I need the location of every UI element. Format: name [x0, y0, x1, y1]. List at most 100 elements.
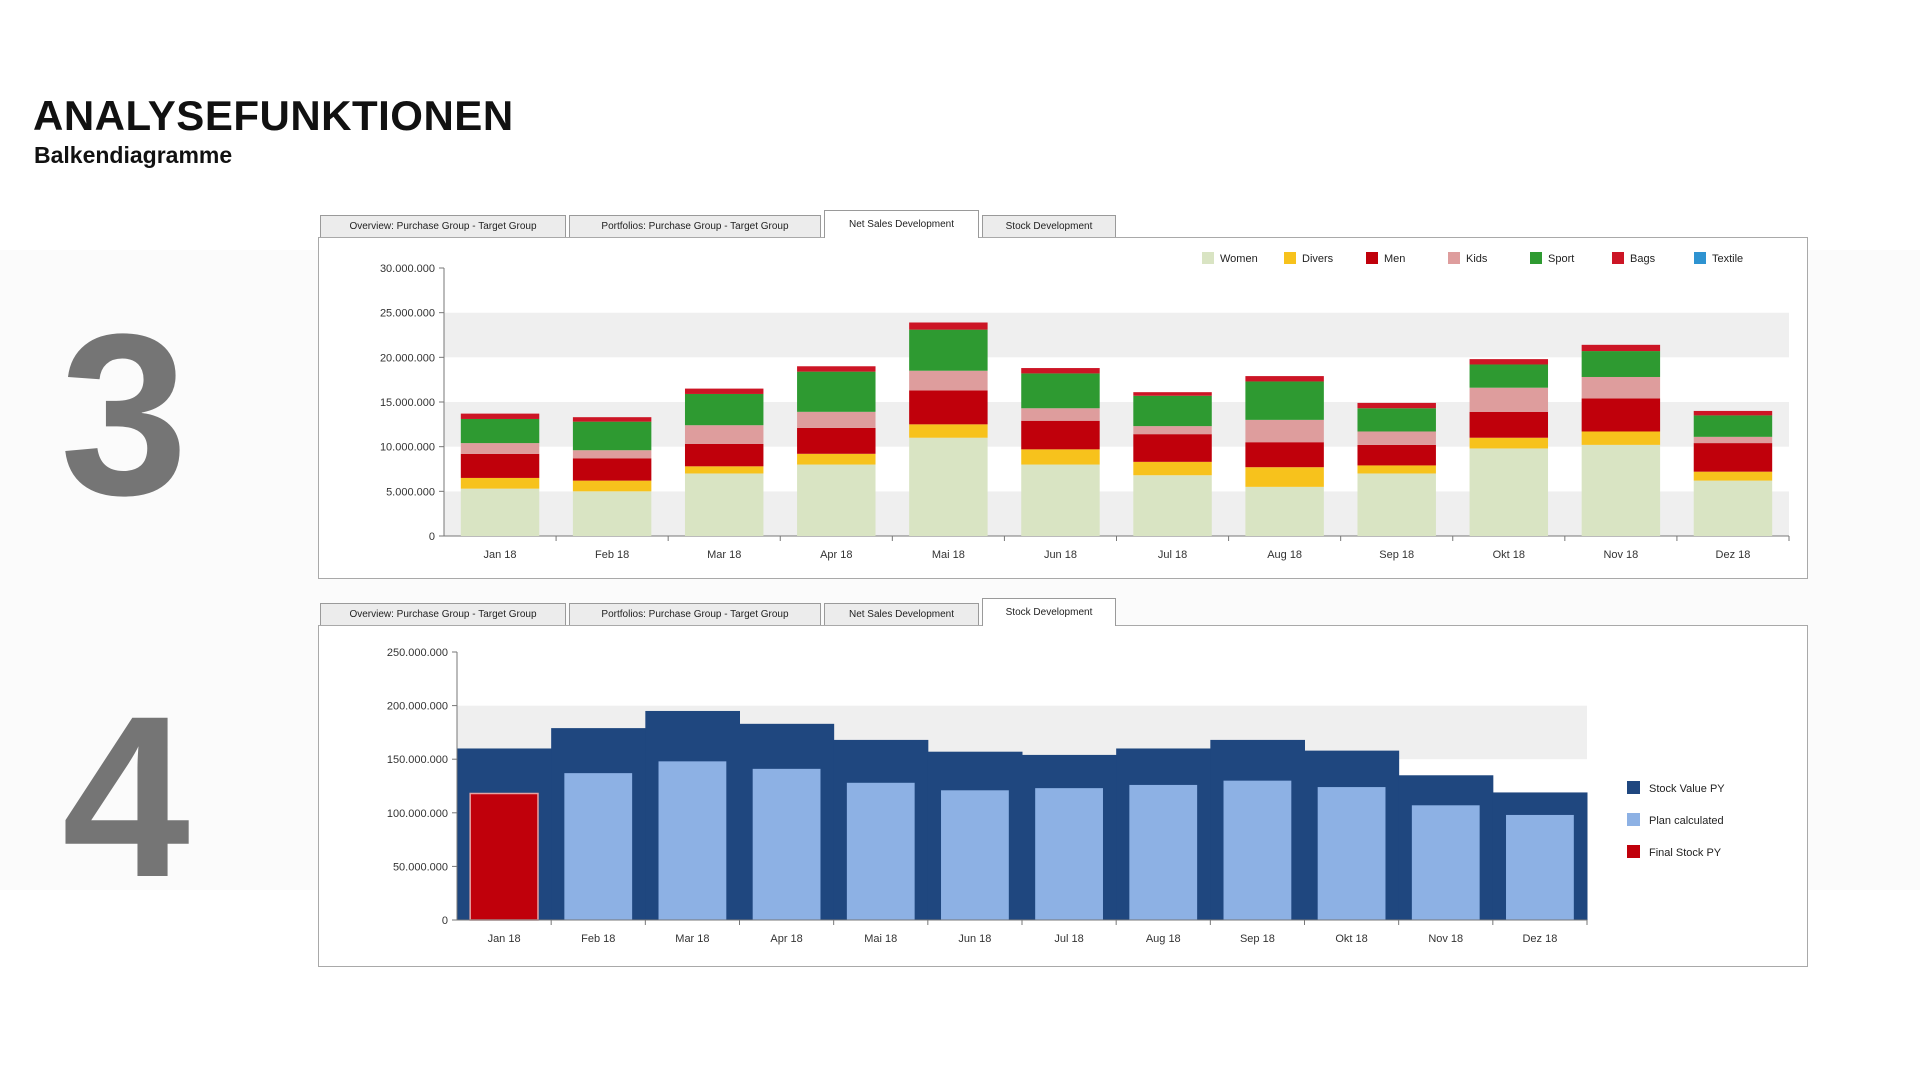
legend-label-sport: Sport [1548, 253, 1574, 265]
net-sales-chart: 0 5.000.000 10.000.000 15.000.000 20.000.000… [380, 252, 1790, 561]
legend-label-men: Men [1384, 253, 1405, 265]
y-tick-label: 250.000.000 [387, 647, 448, 659]
x-tick-label: Aug 18 [1146, 933, 1181, 945]
legend-swatch-sport [1530, 252, 1542, 264]
bar-bags-dez-18 [1693, 410, 1773, 416]
x-tick-label: Jan 18 [488, 933, 521, 945]
bar-bags-jul-18 [1133, 392, 1212, 396]
tab-overview[interactable]: Overview: Purchase Group - Target Group [320, 603, 566, 625]
bar-divers-dez-18 [1693, 471, 1773, 481]
bar-bags-jan-18 [460, 413, 540, 419]
tab-portfolios[interactable]: Portfolios: Purchase Group - Target Grou… [569, 603, 821, 625]
bar-bags-nov-18 [1581, 344, 1661, 352]
y-tick-label: 0 [429, 531, 435, 543]
y-tick-label: 10.000.000 [380, 442, 435, 454]
bar-men-okt-18 [1469, 411, 1549, 438]
bar-women-jan-18 [460, 488, 540, 536]
x-tick-label: Jul 18 [1158, 549, 1187, 561]
grid-band [444, 491, 1789, 536]
bar-plan-calculated-jul-18 [1035, 788, 1103, 920]
bar-divers-nov-18 [1581, 431, 1661, 445]
bar-women-mar-18 [684, 473, 764, 536]
bar-divers-okt-18 [1469, 437, 1549, 449]
tab-net-sales-development[interactable]: Net Sales Development [824, 603, 979, 625]
bar-kids-sep-18 [1357, 431, 1436, 445]
y-tick-label: 5.000.000 [386, 486, 435, 498]
bar-bags-sep-18 [1357, 402, 1436, 409]
bar-sport-aug-18 [1245, 381, 1324, 420]
legend-label-bags: Bags [1630, 253, 1656, 265]
bar-kids-dez-18 [1693, 436, 1773, 444]
bar-kids-okt-18 [1469, 387, 1549, 412]
bar-bags-mai-18 [909, 322, 988, 330]
legend-swatch-bags [1612, 252, 1624, 264]
x-tick-label: Jun 18 [958, 933, 991, 945]
tab-stock-development[interactable]: Stock Development [982, 598, 1116, 626]
x-tick-label: Mar 18 [707, 549, 741, 561]
bar-sport-jun-18 [1021, 373, 1100, 409]
y-tick-label: 15.000.000 [380, 397, 435, 409]
stock-panel: Overview: Purchase Group - Target Group … [318, 595, 1808, 967]
bar-women-apr-18 [797, 464, 876, 536]
bar-women-okt-18 [1469, 448, 1549, 536]
net-sales-panel: Overview: Purchase Group - Target Group … [318, 207, 1808, 579]
tab-bar: Overview: Purchase Group - Target Group … [320, 595, 1119, 626]
tab-net-sales-development[interactable]: Net Sales Development [824, 210, 979, 238]
header-band [0, 0, 1920, 250]
bar-men-jan-18 [460, 453, 540, 478]
legend-swatch-plan-calculated [1627, 813, 1640, 826]
page-title: ANALYSEFUNKTIONEN [33, 92, 514, 139]
x-tick-label: Nov 18 [1428, 933, 1463, 945]
bar-men-apr-18 [797, 427, 876, 454]
bar-kids-feb-18 [572, 450, 652, 459]
x-tick-label: Dez 18 [1522, 933, 1557, 945]
bar-divers-aug-18 [1245, 467, 1324, 487]
x-tick-label: Okt 18 [1493, 549, 1525, 561]
tab-overview[interactable]: Overview: Purchase Group - Target Group [320, 215, 566, 237]
bar-men-feb-18 [572, 458, 652, 481]
page-subtitle: Balkendiagramme [34, 142, 233, 168]
y-tick-label: 30.000.000 [380, 263, 435, 275]
x-tick-label: Sep 18 [1240, 933, 1275, 945]
x-tick-label: Dez 18 [1716, 549, 1751, 561]
bar-women-aug-18 [1245, 486, 1324, 536]
bar-kids-jun-18 [1021, 408, 1100, 421]
grid-band [444, 446, 1789, 492]
bar-women-mai-18 [909, 437, 988, 536]
x-tick-label: Jan 18 [484, 549, 517, 561]
bar-women-dez-18 [1693, 480, 1773, 536]
slide-number-3: 3 [60, 286, 188, 543]
grid-band [444, 268, 1789, 313]
y-tick-label: 200.000.000 [387, 701, 448, 713]
bar-women-nov-18 [1581, 444, 1661, 536]
bar-final-stock-py-jan-18 [469, 792, 539, 921]
bar-bags-jun-18 [1021, 368, 1100, 374]
legend-label-kids: Kids [1466, 253, 1488, 265]
bar-sport-apr-18 [797, 371, 876, 412]
bar-kids-mai-18 [909, 370, 988, 391]
stock-chart-frame: 0 50.000.000 100.000.000 150.000.000 200.000… [318, 625, 1808, 967]
legend-label-final-stock-py: Final Stock PY [1649, 847, 1722, 859]
bar-men-dez-18 [1693, 443, 1773, 472]
tab-portfolios[interactable]: Portfolios: Purchase Group - Target Grou… [569, 215, 821, 237]
bar-men-aug-18 [1245, 442, 1324, 468]
grid-band [444, 357, 1789, 402]
bar-kids-aug-18 [1245, 419, 1324, 443]
x-tick-label: Mai 18 [932, 549, 965, 561]
tab-bar: Overview: Purchase Group - Target Group … [320, 207, 1119, 238]
bar-plan-calculated-mai-18 [846, 782, 915, 920]
grid-band [444, 312, 1789, 358]
bar-sport-nov-18 [1581, 351, 1661, 377]
bar-kids-mar-18 [684, 425, 764, 444]
tab-stock-development[interactable]: Stock Development [982, 215, 1116, 237]
legend-swatch-men [1366, 252, 1378, 264]
bar-divers-jun-18 [1021, 449, 1100, 465]
bar-plan-calculated-dez-18 [1506, 814, 1574, 920]
bar-kids-nov-18 [1581, 376, 1661, 399]
bar-sport-mar-18 [684, 393, 764, 426]
legend-label-textile: Textile [1712, 253, 1743, 265]
bar-plan-calculated-nov-18 [1411, 805, 1480, 920]
x-tick-label: Feb 18 [595, 549, 629, 561]
x-tick-label: Feb 18 [581, 933, 615, 945]
x-tick-label: Nov 18 [1603, 549, 1638, 561]
